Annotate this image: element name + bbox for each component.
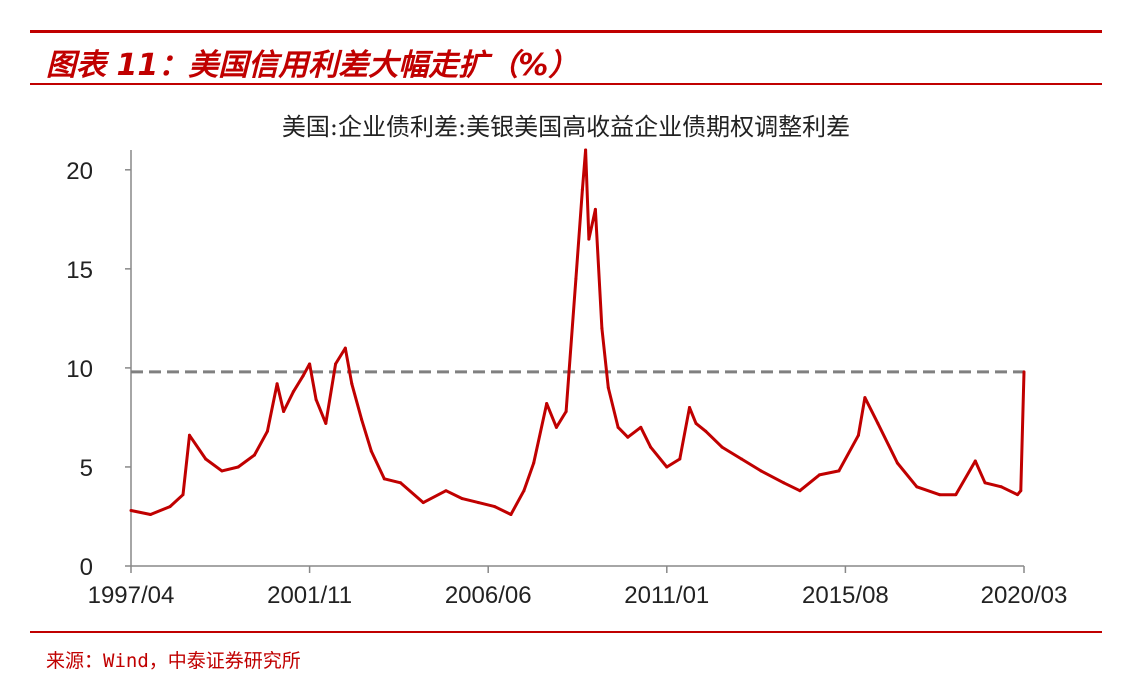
data-point <box>915 485 919 489</box>
data-point <box>265 429 269 433</box>
x-axis-ticks: 1997/04 2001/11 2006/06 2011/01 2015/08 2020/… <box>88 566 1068 609</box>
data-point <box>444 489 448 493</box>
data-point <box>129 509 133 513</box>
data-point <box>626 435 630 439</box>
data-point <box>782 481 786 485</box>
data-point <box>1019 489 1023 493</box>
y-tick-label: 5 <box>80 455 93 482</box>
chart-title: 美国:企业债利差:美银美国高收益企业债期权调整利差 <box>282 113 850 141</box>
data-point <box>275 382 279 386</box>
data-point <box>314 398 318 402</box>
data-point <box>324 421 328 425</box>
data-point <box>1016 493 1020 497</box>
data-point <box>863 396 867 400</box>
data-point <box>301 374 305 378</box>
title-rule-top <box>30 30 1102 33</box>
data-point <box>688 406 692 410</box>
y-tick-label: 20 <box>66 158 93 185</box>
data-point <box>983 481 987 485</box>
data-point <box>876 421 880 425</box>
data-point <box>739 457 743 461</box>
data-point <box>493 505 497 509</box>
data-point <box>564 409 568 413</box>
data-point <box>973 459 977 463</box>
x-tick-label: 2015/08 <box>802 582 889 609</box>
data-point <box>382 477 386 481</box>
source-rule <box>30 631 1102 633</box>
data-point <box>938 493 942 497</box>
data-point <box>639 425 643 429</box>
title-rule-bottom <box>30 83 1102 85</box>
data-point <box>606 386 610 390</box>
x-tick-label: 2020/03 <box>981 582 1068 609</box>
data-point <box>817 473 821 477</box>
data-point <box>282 409 286 413</box>
data-point <box>587 237 591 241</box>
data-point <box>584 148 588 152</box>
data-point <box>421 501 425 505</box>
data-points <box>129 148 1026 516</box>
data-point <box>476 501 480 505</box>
data-point <box>593 207 597 211</box>
source-note: 来源：Wind，中泰证券研究所 <box>46 650 301 672</box>
data-point <box>554 425 558 429</box>
data-point <box>148 512 152 516</box>
data-point <box>616 425 620 429</box>
data-point <box>649 445 653 449</box>
figure-title: 图表 11：美国信用利差大幅走扩（%） <box>46 48 579 83</box>
data-point <box>759 469 763 473</box>
x-tick-label: 2006/06 <box>445 582 532 609</box>
data-point <box>678 457 682 461</box>
data-point <box>343 346 347 350</box>
y-tick-label: 15 <box>66 257 93 284</box>
data-point <box>837 469 841 473</box>
data-point <box>574 277 578 281</box>
data-point <box>334 362 338 366</box>
data-point <box>236 465 240 469</box>
data-point <box>168 505 172 509</box>
series-line <box>130 148 1026 516</box>
data-point <box>600 326 604 330</box>
data-point <box>350 382 354 386</box>
data-point <box>220 469 224 473</box>
data-point <box>369 449 373 453</box>
data-point <box>704 429 708 433</box>
data-point <box>509 512 513 516</box>
data-point <box>999 485 1003 489</box>
data-point <box>204 457 208 461</box>
y-tick-label: 10 <box>66 356 93 383</box>
x-tick-label: 2011/01 <box>624 582 709 609</box>
data-point <box>252 453 256 457</box>
data-point <box>181 493 185 497</box>
data-point <box>291 390 295 394</box>
data-point <box>360 417 364 421</box>
data-point <box>522 489 526 493</box>
data-point <box>694 421 698 425</box>
data-point <box>187 433 191 437</box>
y-tick-label: 0 <box>80 554 93 581</box>
data-point <box>399 481 403 485</box>
data-point <box>856 433 860 437</box>
data-point <box>545 402 549 406</box>
data-point <box>532 461 536 465</box>
data-point <box>580 188 584 192</box>
data-point <box>954 493 958 497</box>
x-tick-label: 1997/04 <box>88 582 175 609</box>
data-point <box>665 465 669 469</box>
data-point <box>1022 370 1026 374</box>
line-chart: 美国:企业债利差:美银美国高收益企业债期权调整利差 0 5 10 15 20 1997/… <box>66 113 1068 609</box>
data-point <box>308 362 312 366</box>
data-point <box>460 497 464 501</box>
data-point <box>895 461 899 465</box>
data-point <box>720 445 724 449</box>
x-tick-label: 2001/11 <box>267 582 352 609</box>
y-axis-ticks: 0 5 10 15 20 <box>66 158 131 581</box>
data-point <box>798 489 802 493</box>
